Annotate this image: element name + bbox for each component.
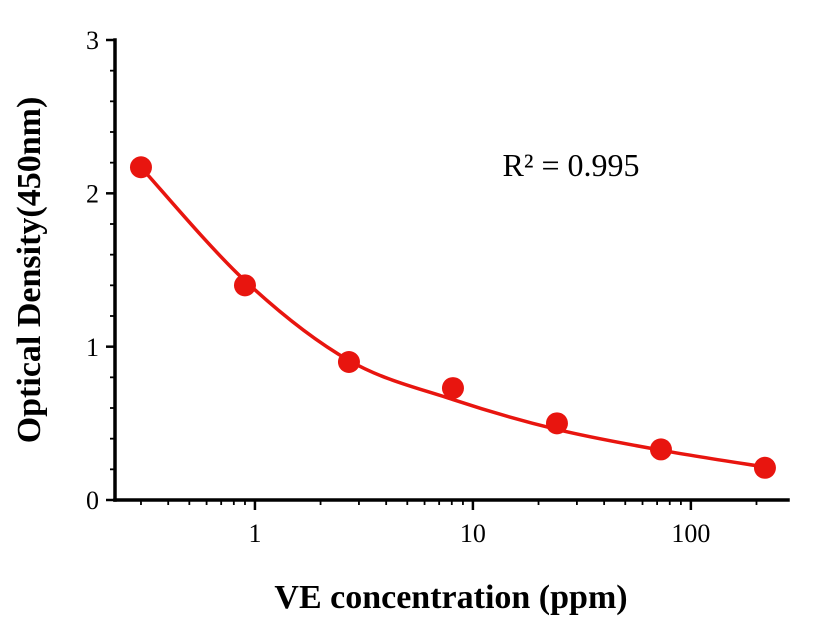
x-tick-label: 1 <box>248 519 261 548</box>
x-tick-label: 10 <box>460 519 486 548</box>
data-point <box>233 274 256 297</box>
data-point <box>649 438 672 461</box>
r-squared-annotation: R² = 0.995 <box>503 147 640 183</box>
y-tick-label: 1 <box>86 333 99 362</box>
y-tick-label: 2 <box>86 179 99 208</box>
data-point <box>545 412 568 435</box>
data-point <box>129 156 152 179</box>
data-series-layer <box>129 156 776 479</box>
x-tick-label: 100 <box>671 519 710 548</box>
y-tick-label: 3 <box>86 26 99 55</box>
y-axis-title: Optical Density(450nm) <box>11 97 48 444</box>
data-point <box>441 377 464 400</box>
axes-layer: 0 1 2 3 1 10 100 <box>86 26 790 548</box>
data-point <box>753 456 776 479</box>
y-tick-label: 0 <box>86 486 99 515</box>
data-point <box>337 351 360 373</box>
fit-curve <box>139 165 767 469</box>
x-axis-title: VE concentration (ppm) <box>274 579 627 616</box>
